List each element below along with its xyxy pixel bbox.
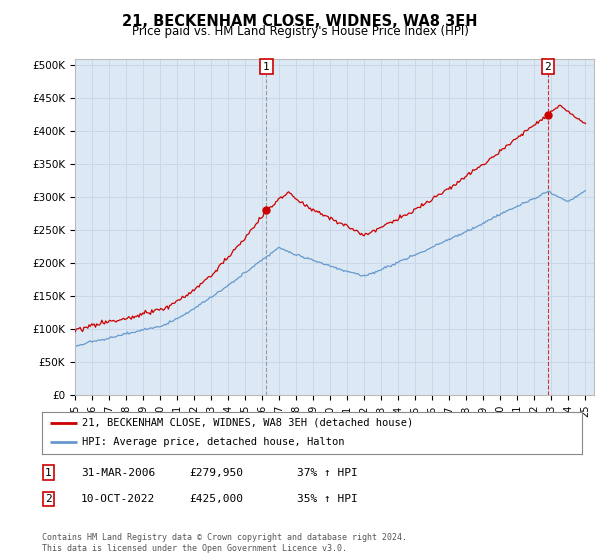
Text: 21, BECKENHAM CLOSE, WIDNES, WA8 3EH (detached house): 21, BECKENHAM CLOSE, WIDNES, WA8 3EH (de… — [83, 418, 414, 428]
Text: 10-OCT-2022: 10-OCT-2022 — [81, 494, 155, 504]
Text: Contains HM Land Registry data © Crown copyright and database right 2024.
This d: Contains HM Land Registry data © Crown c… — [42, 533, 407, 553]
Text: HPI: Average price, detached house, Halton: HPI: Average price, detached house, Halt… — [83, 437, 345, 447]
Text: 37% ↑ HPI: 37% ↑ HPI — [297, 468, 358, 478]
Text: £279,950: £279,950 — [189, 468, 243, 478]
Text: £425,000: £425,000 — [189, 494, 243, 504]
Text: 35% ↑ HPI: 35% ↑ HPI — [297, 494, 358, 504]
Text: 1: 1 — [263, 62, 270, 72]
Text: 1: 1 — [45, 468, 52, 478]
Text: 31-MAR-2006: 31-MAR-2006 — [81, 468, 155, 478]
Text: 21, BECKENHAM CLOSE, WIDNES, WA8 3EH: 21, BECKENHAM CLOSE, WIDNES, WA8 3EH — [122, 14, 478, 29]
Text: 2: 2 — [544, 62, 551, 72]
Text: 2: 2 — [45, 494, 52, 504]
Text: Price paid vs. HM Land Registry's House Price Index (HPI): Price paid vs. HM Land Registry's House … — [131, 25, 469, 38]
